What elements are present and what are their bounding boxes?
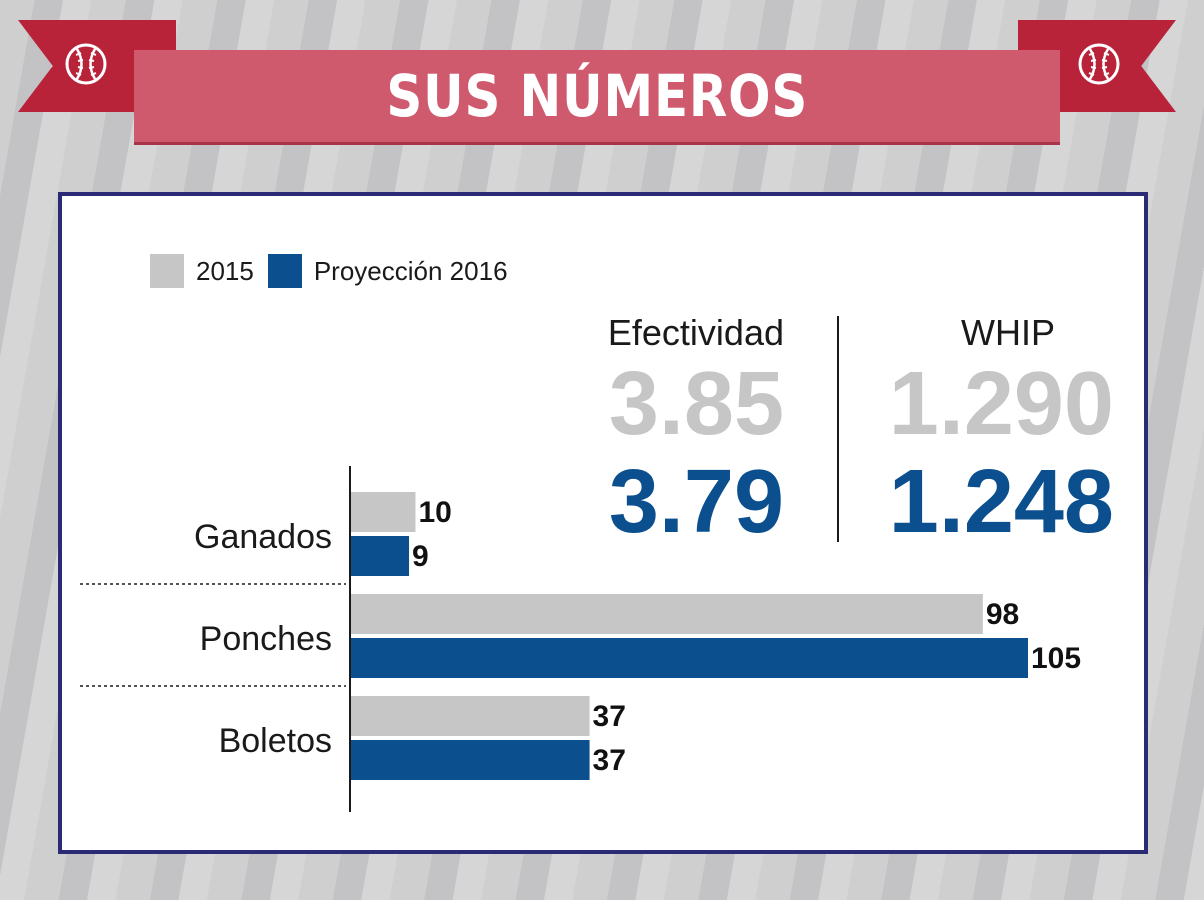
stats-panel: 2015 Proyección 2016 Efectividad 3.85 3.… bbox=[58, 192, 1148, 854]
stat-whip-label: WHIP bbox=[961, 312, 1055, 353]
stat-efectividad-label: Efectividad bbox=[607, 312, 784, 353]
legend-label-2016: Proyección 2016 bbox=[313, 255, 508, 286]
bar-ganados-2016 bbox=[351, 536, 410, 576]
baseball-icon bbox=[1078, 43, 1120, 85]
page-title: SUS NÚMEROS bbox=[386, 62, 808, 130]
bar-chart: Ganados 10 9 Ponches 98 105 Boletos 37 37 bbox=[80, 466, 1081, 812]
legend-label-2015: 2015 bbox=[196, 255, 254, 286]
data-label-boletos-2015: 37 bbox=[593, 700, 626, 733]
stat-whip-2015: 1.290 bbox=[888, 354, 1114, 454]
title-banner: SUS NÚMEROS bbox=[134, 50, 1060, 142]
legend-item-2016: Proyección 2016 bbox=[267, 254, 508, 288]
chart-legend: 2015 Proyección 2016 bbox=[150, 254, 508, 288]
stat-efectividad-2016: 3.79 bbox=[608, 452, 784, 552]
data-label-ponches-2016: 105 bbox=[1031, 642, 1081, 675]
category-label-ganados: Ganados bbox=[194, 518, 332, 556]
category-label-ponches: Ponches bbox=[200, 620, 332, 658]
stat-efectividad: Efectividad 3.85 3.79 bbox=[532, 312, 784, 548]
stat-whip: WHIP 1.290 1.248 bbox=[862, 312, 1114, 548]
data-label-ponches-2015: 98 bbox=[986, 598, 1019, 631]
data-label-ganados-2016: 9 bbox=[412, 540, 429, 573]
stat-whip-2016: 1.248 bbox=[888, 452, 1114, 552]
category-label-boletos: Boletos bbox=[219, 722, 332, 760]
stat-efectividad-2015: 3.85 bbox=[608, 354, 784, 454]
bar-ganados-2015 bbox=[351, 492, 416, 532]
bar-ponches-2016 bbox=[351, 638, 1028, 678]
legend-item-2015: 2015 bbox=[150, 254, 254, 288]
baseball-icon bbox=[65, 43, 107, 85]
legend-swatch-2015 bbox=[150, 254, 184, 288]
bar-ponches-2015 bbox=[351, 594, 983, 634]
bar-boletos-2016 bbox=[351, 740, 590, 780]
data-label-ganados-2015: 10 bbox=[418, 496, 451, 529]
legend-swatch-2016 bbox=[267, 254, 302, 288]
bar-boletos-2015 bbox=[351, 696, 590, 736]
data-label-boletos-2016: 37 bbox=[593, 744, 626, 777]
stat-divider bbox=[837, 316, 839, 542]
